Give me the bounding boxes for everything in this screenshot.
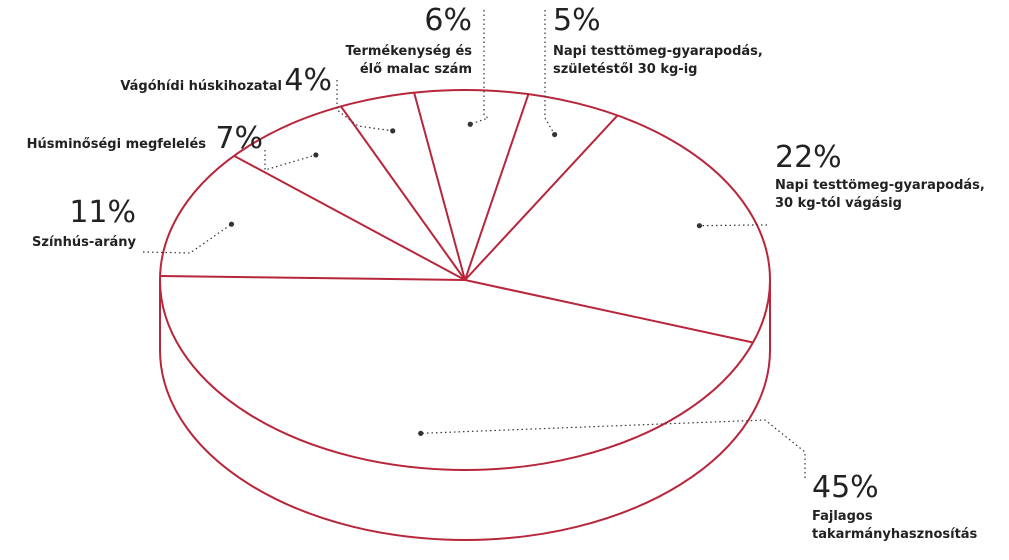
value-label-0: 22% [775,140,842,175]
leader-line-3 [264,150,317,171]
slice-boundary-4 [340,105,466,281]
slice-label-6-0: Napi testtömeg-gyarapodás, [553,44,763,59]
leader-dot-3 [313,152,319,158]
leader-line-4 [336,80,393,132]
value-label-6: 5% [553,3,601,38]
slice-boundary-1 [464,279,754,344]
value-label-1: 45% [812,470,879,505]
leader-line-5 [470,10,490,125]
leader-dot-0 [696,223,703,229]
value-label-3: 7% [215,121,263,156]
slice-label-1-1: takarmányhasznosítás [812,527,978,542]
slice-boundary-5 [413,92,466,281]
slice-label-0-0: Napi testtömeg-gyarapodás, [775,178,985,193]
slice-boundary-0 [464,114,619,281]
leader-dot-1 [418,430,424,436]
slice-label-5-1: élő malac szám [360,62,472,77]
slice-label-0-1: 30 kg-tól vágásig [775,196,902,211]
value-label-5: 6% [424,3,472,38]
slice-boundary-2 [160,275,466,281]
slice-boundary-6 [464,93,530,281]
leader-dot-2 [228,221,235,227]
slice-label-1-0: Fajlagos [812,509,873,524]
pie-top-ellipse [159,89,771,471]
leader-dot-5 [467,121,473,127]
slice-label-5-0: Termékenység és [345,44,472,59]
slice-label-4-0: Vágóhídi húskihozatal [120,79,282,94]
leader-dot-4 [390,128,396,134]
slice-label-3-0: Húsminőségi megfelelés [27,137,207,152]
leader-line-0 [699,224,767,227]
value-label-4: 4% [284,63,332,98]
leader-line-6 [544,10,556,135]
slice-boundary-3 [233,154,466,281]
leader-dot-6 [552,131,558,138]
leader-line-2 [142,223,232,254]
slice-label-2-0: Színhús-arány [32,235,136,250]
pie-side-wall [159,280,771,541]
value-label-2: 11% [69,195,136,230]
slice-label-6-1: születéstől 30 kg-ig [553,62,697,77]
